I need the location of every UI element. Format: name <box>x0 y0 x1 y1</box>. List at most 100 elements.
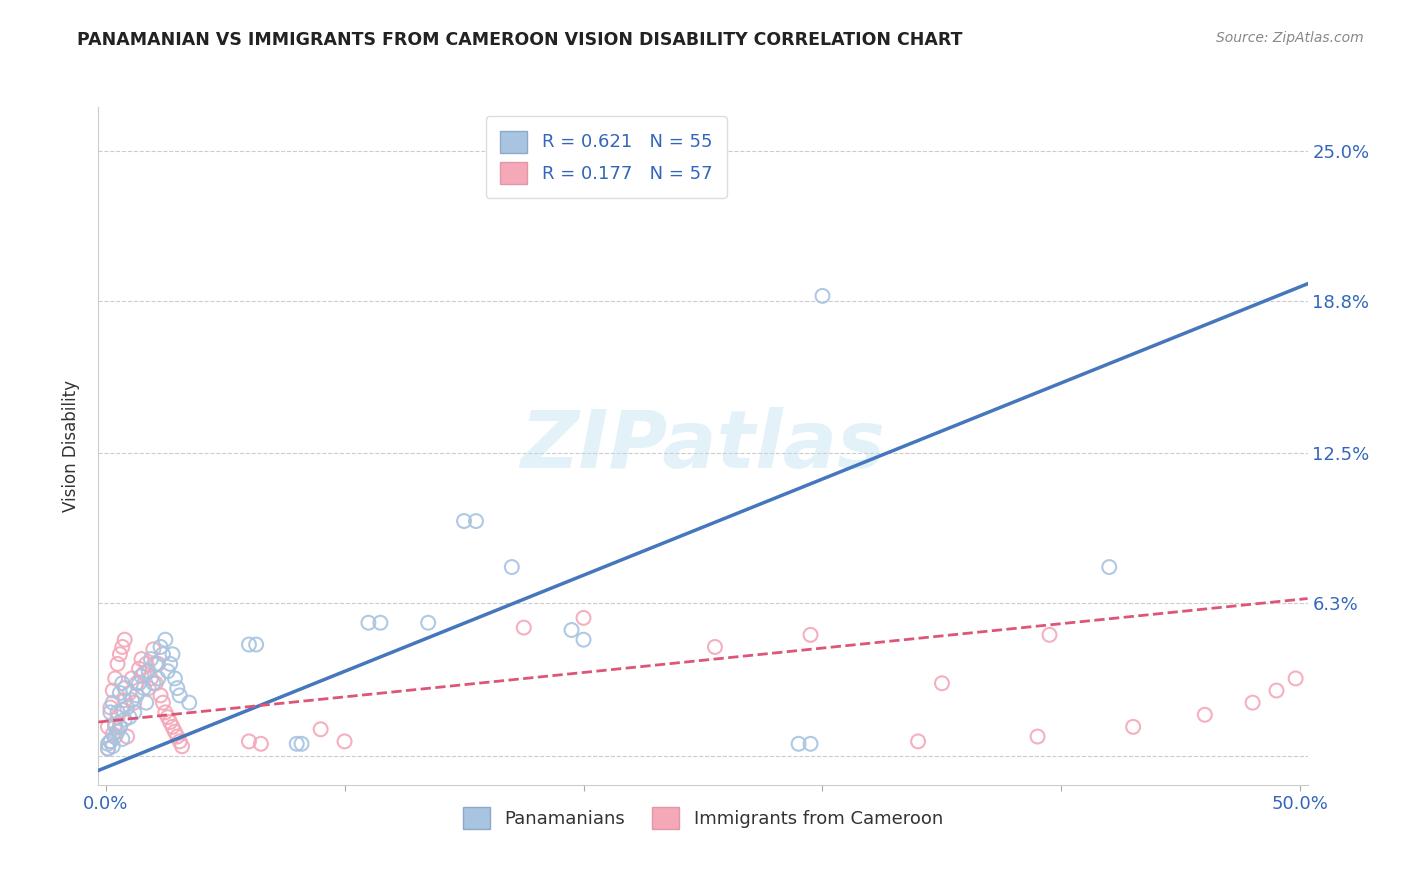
Point <box>139 652 162 666</box>
Point <box>149 689 172 703</box>
Point <box>142 676 165 690</box>
Point <box>98 734 121 748</box>
Point <box>101 696 124 710</box>
Point <box>1285 672 1308 686</box>
Point <box>156 710 179 724</box>
Point <box>285 737 308 751</box>
Text: PANAMANIAN VS IMMIGRANTS FROM CAMEROON VISION DISABILITY CORRELATION CHART: PANAMANIAN VS IMMIGRANTS FROM CAMEROON V… <box>77 31 963 49</box>
Point <box>1026 730 1049 744</box>
Point <box>787 737 810 751</box>
Point <box>104 730 127 744</box>
Point <box>149 640 172 654</box>
Point <box>238 638 260 652</box>
Point <box>146 672 169 686</box>
Point <box>111 731 134 746</box>
Point <box>104 717 127 731</box>
Point <box>125 689 148 703</box>
Point <box>101 739 124 754</box>
Point <box>146 657 169 671</box>
Text: ZIPatlas: ZIPatlas <box>520 407 886 485</box>
Point <box>152 647 174 661</box>
Point <box>142 642 165 657</box>
Point <box>135 657 157 671</box>
Point <box>1241 696 1264 710</box>
Point <box>159 657 181 671</box>
Point <box>98 734 121 748</box>
Legend: Panamanians, Immigrants from Cameroon: Panamanians, Immigrants from Cameroon <box>449 793 957 844</box>
Point <box>163 724 186 739</box>
Point <box>799 628 821 642</box>
Point <box>122 696 145 710</box>
Point <box>159 714 181 729</box>
Point <box>799 737 821 751</box>
Text: Source: ZipAtlas.com: Source: ZipAtlas.com <box>1216 31 1364 45</box>
Point <box>108 720 131 734</box>
Point <box>162 647 184 661</box>
Point <box>114 681 136 695</box>
Point <box>162 720 184 734</box>
Point <box>245 638 267 652</box>
Point <box>114 632 136 647</box>
Point <box>139 672 162 686</box>
Point <box>108 647 131 661</box>
Point <box>107 706 129 720</box>
Point <box>465 514 488 528</box>
Point <box>108 686 131 700</box>
Point <box>357 615 380 630</box>
Point <box>97 741 120 756</box>
Point <box>97 741 120 756</box>
Point <box>125 676 148 690</box>
Point <box>169 689 191 703</box>
Point <box>572 632 595 647</box>
Point <box>118 686 141 700</box>
Point <box>1098 560 1121 574</box>
Point <box>418 615 440 630</box>
Point <box>907 734 929 748</box>
Point <box>561 623 583 637</box>
Point <box>107 724 129 739</box>
Point <box>811 289 834 303</box>
Point <box>453 514 475 528</box>
Point <box>931 676 953 690</box>
Point <box>145 657 167 671</box>
Point <box>98 700 121 714</box>
Point <box>121 693 143 707</box>
Point <box>166 681 188 695</box>
Point <box>166 730 188 744</box>
Point <box>513 621 536 635</box>
Point <box>104 720 127 734</box>
Point <box>97 737 120 751</box>
Point <box>118 710 141 724</box>
Point <box>163 672 186 686</box>
Point <box>132 666 155 681</box>
Point <box>111 640 134 654</box>
Point <box>114 713 136 727</box>
Point <box>309 723 332 737</box>
Point <box>121 672 143 686</box>
Point <box>97 720 120 734</box>
Point <box>1122 720 1144 734</box>
Point <box>145 676 167 690</box>
Point <box>703 640 725 654</box>
Point <box>122 706 145 720</box>
Y-axis label: Vision Disability: Vision Disability <box>62 380 80 512</box>
Point <box>1265 683 1288 698</box>
Point <box>179 696 201 710</box>
Point <box>572 611 595 625</box>
Point <box>115 700 138 714</box>
Point <box>156 664 179 678</box>
Point <box>290 737 312 751</box>
Point <box>501 560 523 574</box>
Point <box>135 696 157 710</box>
Point <box>238 734 260 748</box>
Point <box>107 710 129 724</box>
Point <box>115 730 138 744</box>
Point <box>169 734 191 748</box>
Point <box>250 737 273 751</box>
Point <box>138 681 160 695</box>
Point <box>101 727 124 741</box>
Point <box>131 669 153 683</box>
Point <box>104 672 127 686</box>
Point <box>1194 707 1216 722</box>
Point <box>370 615 392 630</box>
